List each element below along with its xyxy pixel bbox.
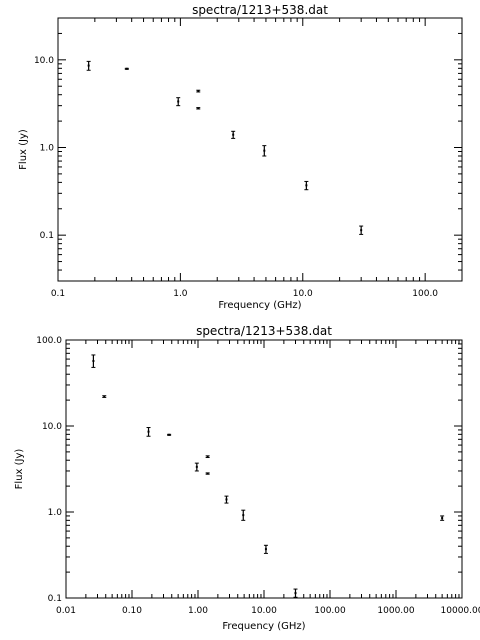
point-marker — [92, 359, 95, 362]
data-point — [205, 472, 210, 475]
data-point — [263, 544, 268, 554]
plot-frame — [57, 17, 463, 282]
data-point — [146, 427, 151, 437]
x-tick-label: 100.0 — [412, 289, 438, 299]
point-marker — [195, 465, 198, 468]
x-tick-label: 0.01 — [56, 606, 76, 616]
point-marker — [168, 433, 171, 436]
data-point — [196, 107, 201, 110]
point-marker — [125, 67, 128, 70]
point-marker — [197, 90, 200, 93]
chart-title: spectra/1213+538.dat — [192, 3, 328, 17]
point-marker — [103, 395, 106, 398]
y-tick-label: 1.0 — [48, 508, 63, 518]
x-tick-label: 1000.00 — [377, 606, 414, 616]
point-marker — [305, 184, 308, 187]
data-point — [359, 225, 364, 235]
y-tick-label: 0.1 — [48, 594, 62, 604]
chart-title: spectra/1213+538.dat — [196, 324, 332, 338]
x-tick-label: 1.0 — [173, 289, 188, 299]
lower-spectrum-panel: spectra/1213+538.dat Frequency (GHz) Flux … — [14, 324, 480, 632]
data-point — [304, 180, 309, 191]
x-axis-label: Frequency (GHz) — [222, 621, 305, 632]
upper-spectrum-panel: spectra/1213+538.dat Frequency (GHz) Flux … — [18, 3, 463, 311]
x-tick-label: 100.00 — [314, 606, 346, 616]
y-axis-label: Flux (Jy) — [18, 129, 29, 170]
point-marker — [197, 107, 200, 110]
point-marker — [87, 64, 90, 67]
y-tick-label: 0.1 — [40, 231, 54, 241]
data-point — [205, 455, 210, 459]
data-point — [231, 130, 236, 139]
point-marker — [242, 514, 245, 517]
point-marker — [232, 133, 235, 136]
x-axis-label: Frequency (GHz) — [218, 300, 301, 311]
point-marker — [225, 498, 228, 501]
data-point — [262, 145, 267, 157]
data-point — [167, 433, 172, 436]
point-marker — [264, 548, 267, 551]
x-tick-label: 0.10 — [122, 606, 142, 616]
point-marker — [263, 149, 266, 152]
data-point — [91, 354, 96, 368]
y-tick-label: 10.0 — [42, 422, 62, 432]
x-tick-label: 10.0 — [293, 289, 313, 299]
y-tick-label: 10.0 — [34, 56, 54, 66]
point-marker — [206, 455, 209, 458]
data-point — [176, 97, 181, 107]
x-tick-label: 10.00 — [251, 606, 277, 616]
point-marker — [177, 100, 180, 103]
data-point — [293, 588, 298, 598]
data-point — [194, 462, 199, 472]
x-tick-label: 10000.00 — [441, 606, 480, 616]
point-marker — [294, 592, 297, 595]
data-point — [86, 60, 91, 71]
point-marker — [206, 472, 209, 475]
y-axis-label: Flux (Jy) — [14, 449, 25, 490]
x-tick-label: 0.1 — [51, 289, 65, 299]
y-tick-label: 100.0 — [36, 336, 62, 346]
data-point — [440, 515, 445, 521]
data-point — [124, 67, 129, 70]
point-marker — [360, 229, 363, 232]
data-point — [241, 509, 246, 521]
point-marker — [441, 517, 444, 520]
x-tick-label: 1.00 — [188, 606, 208, 616]
data-point — [196, 89, 201, 93]
y-tick-label: 1.0 — [40, 143, 55, 153]
data-point — [102, 395, 107, 398]
data-point — [224, 495, 229, 504]
point-marker — [147, 430, 150, 433]
